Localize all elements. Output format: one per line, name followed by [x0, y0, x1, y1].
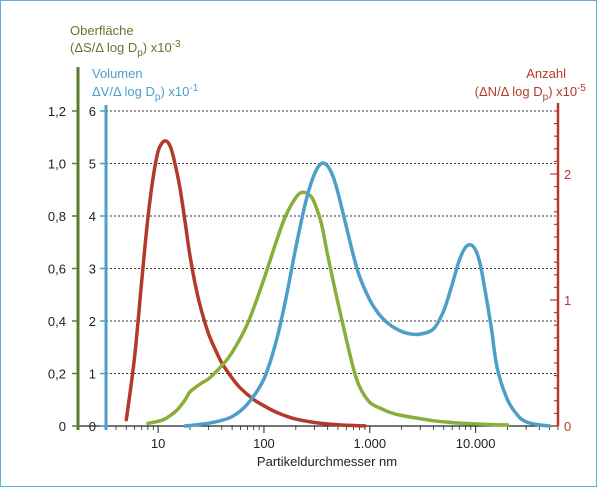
surface-title-line1: Oberfläche [70, 23, 134, 38]
surface-tick-label: 0,8 [48, 209, 66, 224]
number-title-line2: (ΔN/Δ log Dp) x10-5 [475, 83, 587, 103]
surface-tick-label: 1,0 [48, 157, 66, 172]
volume-tick-label: 2 [89, 314, 96, 329]
number-tick-label: 1 [564, 293, 571, 308]
volume-title-line1: Volumen [92, 66, 143, 81]
x-tick-label: 1.000 [354, 436, 387, 451]
number-tick-label: 2 [564, 167, 571, 182]
surface-tick-label: 0,6 [48, 262, 66, 277]
volume-tick-label: 4 [89, 209, 96, 224]
surface-tick-label: 0,4 [48, 314, 66, 329]
volume-tick-label: 5 [89, 157, 96, 172]
gridlines [106, 110, 558, 374]
surface-tick-label: 1,2 [48, 104, 66, 119]
surface-series-line [146, 190, 510, 427]
volume-tick-label: 1 [89, 367, 96, 382]
surface-tick-label: 0,2 [48, 367, 66, 382]
number-tick-label: 0 [564, 419, 571, 434]
surface-title-line2: (ΔS/Δ log Dp) x10-3 [70, 39, 181, 59]
surface-tick-label: 0 [59, 419, 66, 434]
volume-series-line [183, 161, 552, 428]
volume-tick-label: 3 [89, 262, 96, 277]
x-axis-title: Partikeldurchmesser nm [257, 454, 397, 469]
number-title-line1: Anzahl [526, 66, 566, 81]
volume-title-line2: ΔV/Δ log Dp) x10-1 [92, 83, 199, 103]
x-tick-label: 100 [253, 436, 275, 451]
series-lines [124, 139, 552, 428]
volume-tick-label: 0 [89, 419, 96, 434]
x-tick-label: 10 [151, 436, 165, 451]
axes [72, 67, 560, 433]
x-tick-label: 10.000 [456, 436, 496, 451]
number-series-line [124, 139, 367, 428]
volume-tick-label: 6 [89, 104, 96, 119]
